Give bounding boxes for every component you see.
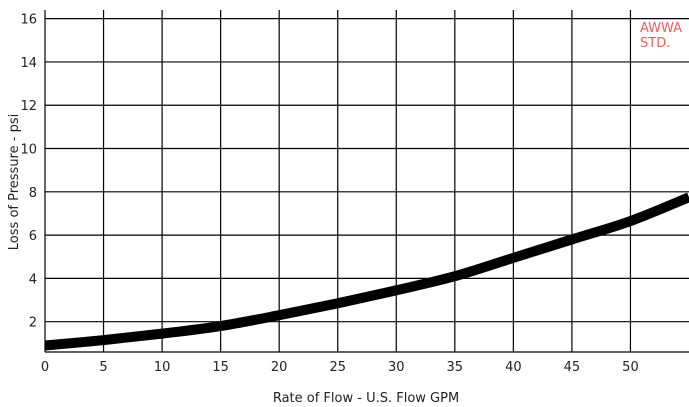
y-tick-label: 14 (20, 56, 37, 71)
x-tick-label: 50 (622, 360, 639, 375)
y-tick-labels: 2 4 6 8 10 12 14 16 (20, 13, 37, 331)
pressure-loss-curve (44, 192, 689, 351)
y-tick-label: 4 (29, 272, 37, 287)
x-tick-label: 40 (505, 360, 522, 375)
y-tick-label: 6 (29, 229, 37, 244)
x-tick-label: 0 (41, 360, 49, 375)
y-axis-label: Loss of Pressure - psi (7, 114, 22, 250)
x-tick-label: 30 (388, 360, 405, 375)
y-tick-label: 12 (20, 99, 37, 114)
x-tick-label: 5 (99, 360, 107, 375)
x-tick-label: 15 (212, 360, 229, 375)
y-tick-label: 16 (20, 13, 37, 28)
x-tick-labels: 0 5 10 15 20 25 30 35 40 45 50 (41, 360, 639, 375)
x-tick-label: 35 (447, 360, 464, 375)
std-label: STD. (640, 36, 670, 51)
x-axis-label: Rate of Flow - U.S. Flow GPM (273, 391, 459, 406)
x-tick-label: 25 (329, 360, 346, 375)
x-tick-label: 10 (154, 360, 171, 375)
grid (44, 10, 689, 353)
y-tick-label: 10 (20, 143, 37, 158)
x-tick-label: 20 (271, 360, 288, 375)
series-layer (44, 192, 689, 351)
x-tick-label: 45 (564, 360, 581, 375)
awwa-label: AWWA (640, 21, 682, 36)
y-tick-label: 8 (29, 186, 37, 201)
y-tick-label: 2 (29, 316, 37, 331)
